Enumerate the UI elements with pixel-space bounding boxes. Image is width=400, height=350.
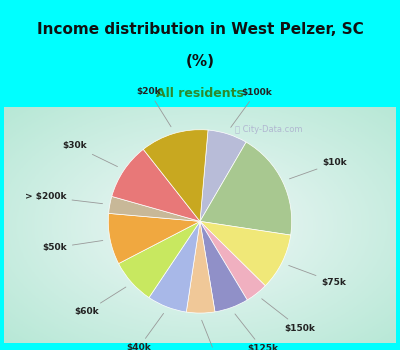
Text: $50k: $50k [42,240,103,252]
Text: $75k: $75k [289,265,346,287]
Text: All residents: All residents [156,88,244,100]
Text: Income distribution in West Pelzer, SC: Income distribution in West Pelzer, SC [37,22,363,37]
Text: $60k: $60k [74,287,126,316]
Wedge shape [108,214,200,264]
Wedge shape [200,222,291,286]
Text: $125k: $125k [235,314,278,350]
Text: $150k: $150k [262,299,315,332]
Text: $200k: $200k [201,320,232,350]
Wedge shape [200,222,247,312]
Wedge shape [109,196,200,222]
Wedge shape [118,222,200,298]
Wedge shape [186,222,215,313]
Wedge shape [200,222,265,300]
Text: ⓘ City-Data.com: ⓘ City-Data.com [235,125,302,134]
Text: (%): (%) [186,54,214,69]
Text: $40k: $40k [126,313,164,350]
Text: $20k: $20k [137,87,171,127]
Wedge shape [149,222,200,312]
Wedge shape [200,142,292,235]
Wedge shape [143,130,208,222]
Wedge shape [112,149,200,222]
Wedge shape [200,130,246,222]
Text: $10k: $10k [290,158,347,179]
Text: > $200k: > $200k [25,193,102,204]
Text: $30k: $30k [62,141,118,167]
Text: $100k: $100k [231,88,272,127]
